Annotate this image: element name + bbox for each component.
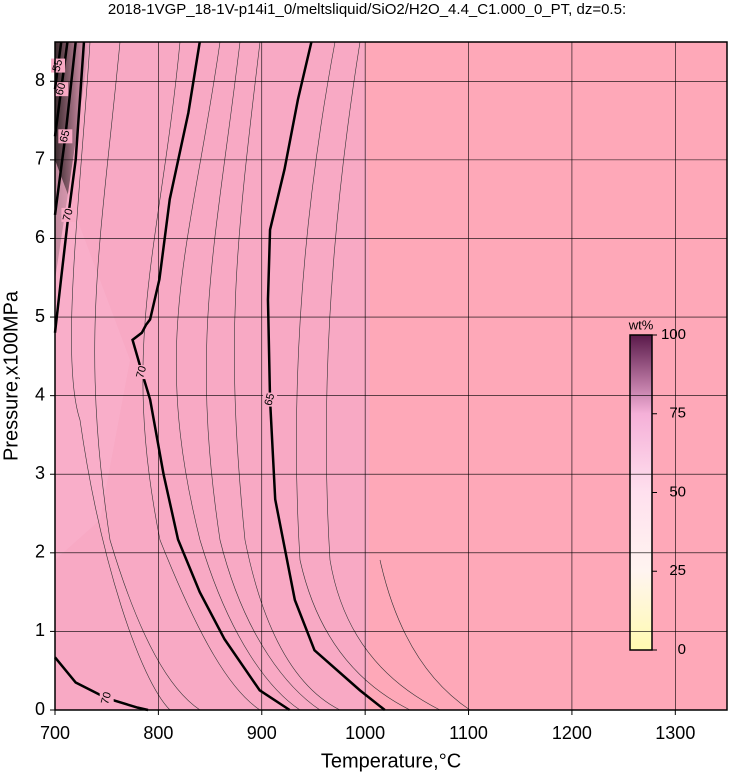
y-tick-label: 3 <box>35 463 45 483</box>
y-tick-label: 8 <box>35 70 45 90</box>
y-tick-label: 7 <box>35 149 45 169</box>
contour-label: 70 <box>99 691 114 706</box>
colorbar-label: wt% <box>628 317 654 332</box>
colorbar-tick-label: 100 <box>661 326 686 343</box>
y-tick-label: 6 <box>35 227 45 247</box>
melt-region <box>55 42 370 710</box>
contour-label: 65 <box>263 392 278 407</box>
contour-label: 60 <box>54 82 69 97</box>
contour-label: 65 <box>58 129 73 144</box>
contour-line <box>53 41 77 216</box>
x-tick-label: 700 <box>40 723 70 743</box>
y-axis-label: Pressure,x100MPa <box>0 290 22 461</box>
y-tick-label: 0 <box>35 699 45 719</box>
contour-label-bg <box>134 365 149 380</box>
colorbar-tick-label: 75 <box>669 405 686 422</box>
x-tick-label: 1000 <box>345 723 385 743</box>
contour-line <box>131 41 291 712</box>
contour-label-bg <box>61 207 76 222</box>
contour-label-bg <box>58 129 73 144</box>
colorbar-tick-label: 0 <box>678 641 686 658</box>
chart-title: 2018-1VGP_18-1V-p14i1_0/meltsliquid/SiO2… <box>108 1 626 18</box>
contour-label-bg <box>54 82 69 97</box>
x-axis-label: Temperature,°C <box>321 750 461 772</box>
x-tick-label: 1200 <box>552 723 592 743</box>
colorbar-tick-label: 25 <box>669 562 686 579</box>
x-tick-label: 900 <box>247 723 277 743</box>
thin-contours <box>71 41 471 711</box>
colorbar-tick-label: 50 <box>669 483 686 500</box>
x-tick-label: 1300 <box>655 723 695 743</box>
contour-label: 70 <box>134 365 149 380</box>
contour-label-bg <box>99 691 114 706</box>
y-tick-label: 4 <box>35 384 45 404</box>
light-region <box>55 160 130 560</box>
contour-label-bg <box>263 392 278 407</box>
y-tick-label: 2 <box>35 542 45 562</box>
plot-frame <box>54 41 728 711</box>
y-tick-label: 5 <box>35 306 45 326</box>
x-tick-label: 1100 <box>449 723 488 743</box>
contour-label: 70 <box>61 207 76 222</box>
colorbar <box>629 334 653 651</box>
y-tick-label: 1 <box>35 620 45 640</box>
x-tick-label: 800 <box>143 723 173 743</box>
